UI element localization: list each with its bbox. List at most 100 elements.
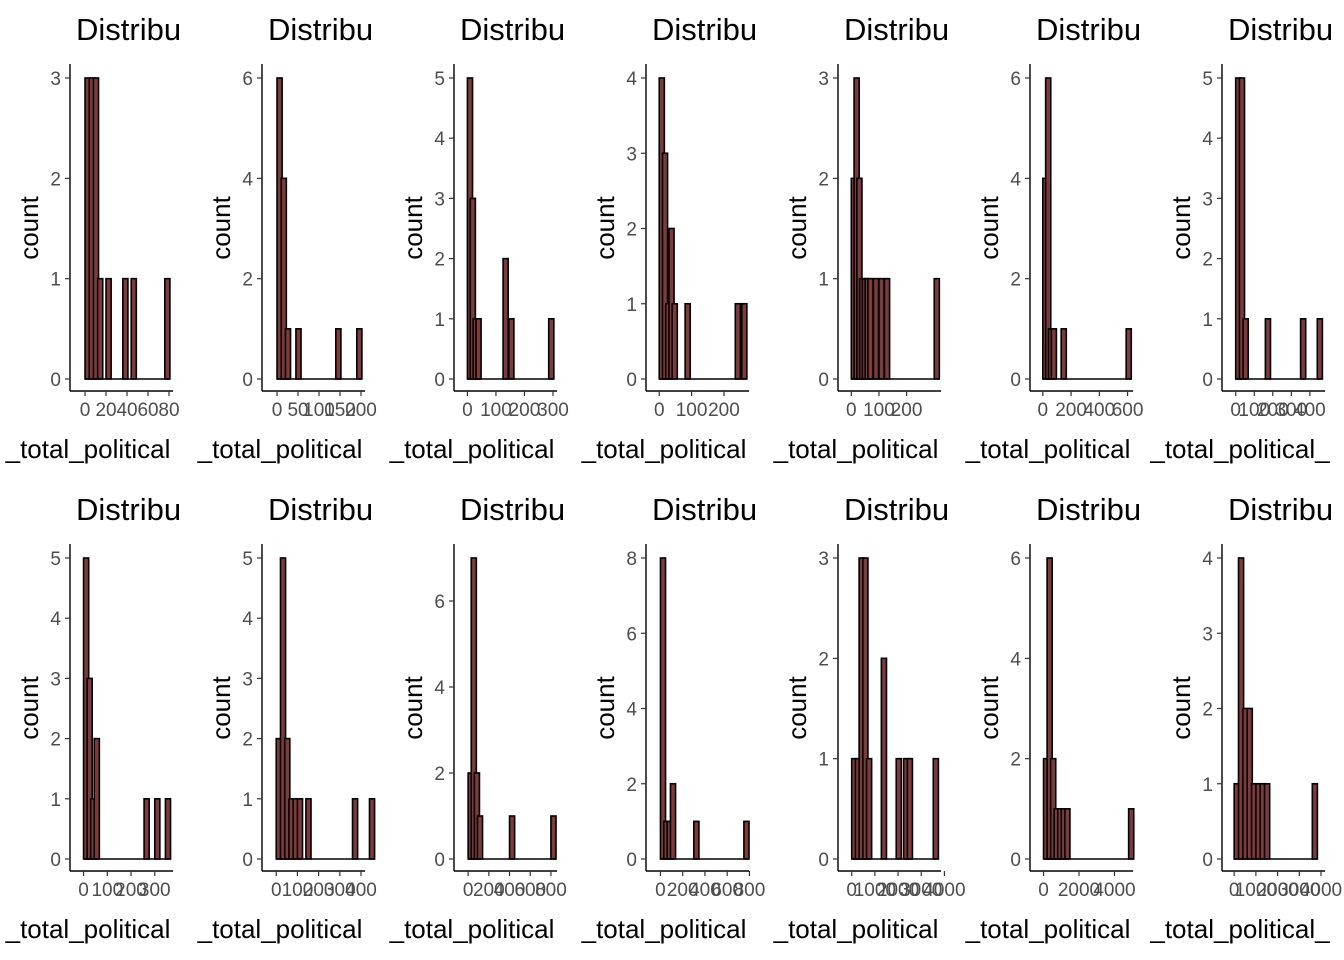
histogram-bar: [93, 737, 101, 860]
y-tick-label: 3: [434, 189, 445, 210]
y-tick-label: 4: [434, 129, 445, 150]
histogram-bar: [153, 797, 161, 860]
y-tick-label: 4: [1202, 549, 1213, 570]
x-tick-label: 0: [655, 880, 666, 901]
histogram-bar: [872, 277, 880, 380]
panel-title: Distribu: [1036, 12, 1141, 47]
y-tick-label: 4: [1010, 169, 1021, 190]
x-tick-label: 300: [139, 880, 171, 901]
panel-title: Distribu: [460, 12, 565, 47]
histogram-bar: [122, 277, 129, 380]
x-axis-label: _total_political: [197, 434, 363, 464]
histogram-bar: [1127, 808, 1135, 860]
panel-title: Distribu: [652, 12, 757, 47]
y-tick-label: 4: [242, 169, 253, 190]
histogram-panel-3: Distribu count _total_political 0 1 2 3 4 5 0 1002…: [389, 12, 569, 464]
y-tick-label: 3: [818, 549, 829, 570]
y-tick-label: 2: [818, 649, 829, 670]
histogram-bar: [356, 328, 363, 380]
x-axis-label: _total_political: [581, 434, 747, 464]
x-tick-label: 100: [480, 400, 512, 421]
y-axis-label: count: [782, 195, 812, 259]
y-tick-label: 0: [626, 370, 637, 391]
x-tick-label: 800: [734, 880, 766, 901]
y-tick-label: 2: [1202, 700, 1213, 721]
y-axis-label: count: [974, 675, 1004, 739]
x-axis-label: _total_political: [389, 914, 555, 944]
y-tick-label: 5: [434, 69, 445, 90]
y-axis-label: count: [974, 195, 1004, 259]
x-axis-label: _total_political: [5, 434, 171, 464]
histogram-bar: [335, 328, 342, 380]
y-tick-label: 8: [626, 549, 637, 570]
y-axis-label: count: [1166, 195, 1196, 259]
histogram-bar: [895, 757, 903, 860]
x-tick-label: 400: [345, 880, 377, 901]
histogram-bar: [878, 277, 885, 380]
x-tick-label: 0: [1038, 400, 1049, 421]
y-tick-label: 0: [242, 370, 253, 391]
x-tick-label: 0: [1038, 880, 1049, 901]
histogram-bar: [502, 257, 509, 380]
x-tick-label: 2000: [1256, 880, 1298, 901]
histogram-bar: [671, 302, 679, 380]
y-tick-label: 2: [50, 169, 61, 190]
x-tick-label: 0: [272, 400, 283, 421]
y-tick-label: 5: [1202, 69, 1213, 90]
y-tick-label: 2: [626, 220, 637, 241]
y-tick-label: 0: [50, 850, 61, 871]
y-axis-label: count: [590, 195, 620, 259]
x-tick-label: 200: [473, 880, 505, 901]
y-tick-label: 0: [1202, 850, 1213, 871]
x-tick-label: 0: [463, 880, 474, 901]
histogram-bar: [906, 757, 914, 860]
x-axis-label: _total_political: [773, 914, 939, 944]
histogram-bar: [96, 277, 104, 380]
histogram-bar: [865, 757, 873, 860]
x-tick-label: 0: [846, 400, 857, 421]
y-tick-label: 6: [434, 592, 445, 613]
y-tick-label: 2: [1010, 270, 1021, 291]
y-tick-label: 0: [1010, 850, 1021, 871]
histogram-bar: [305, 797, 312, 860]
histogram-bar: [883, 277, 891, 380]
y-tick-label: 0: [242, 850, 253, 871]
x-axis-label: _total_political_: [1149, 434, 1330, 464]
y-tick-label: 4: [50, 609, 61, 630]
y-axis-label: count: [398, 195, 428, 259]
histogram-bar: [693, 820, 700, 860]
x-axis-label: _total_political: [773, 434, 939, 464]
histogram-bar: [1311, 782, 1319, 860]
panel-title: Distribu: [76, 492, 181, 527]
histogram-bar: [368, 797, 376, 860]
histogram-bar: [284, 328, 292, 380]
panel-title: Distribu: [268, 492, 373, 527]
x-tick-label: 4000: [1093, 880, 1135, 901]
y-tick-label: 3: [626, 144, 637, 165]
y-tick-label: 3: [242, 669, 253, 690]
histogram-bar: [1060, 328, 1068, 380]
panel-title: Distribu: [1228, 12, 1333, 47]
x-axis-label: _total_political_: [1149, 914, 1330, 944]
y-tick-label: 6: [626, 624, 637, 645]
y-tick-label: 1: [818, 750, 829, 771]
x-tick-label: 150: [324, 400, 356, 421]
x-tick-label: 0: [78, 880, 89, 901]
x-tick-label: 400: [1083, 400, 1115, 421]
histogram-bar: [508, 815, 516, 860]
y-axis-label: count: [590, 675, 620, 739]
y-tick-label: 4: [434, 678, 445, 699]
x-tick-label: 0: [1230, 400, 1241, 421]
histogram-bar: [105, 277, 112, 380]
y-tick-label: 6: [1010, 549, 1021, 570]
y-tick-label: 3: [1202, 189, 1213, 210]
panel-title: Distribu: [1036, 492, 1141, 527]
x-tick-label: 300: [324, 880, 356, 901]
x-tick-label: 200: [1257, 400, 1289, 421]
y-tick-label: 0: [1202, 370, 1213, 391]
x-axis-label: _total_political: [965, 434, 1131, 464]
